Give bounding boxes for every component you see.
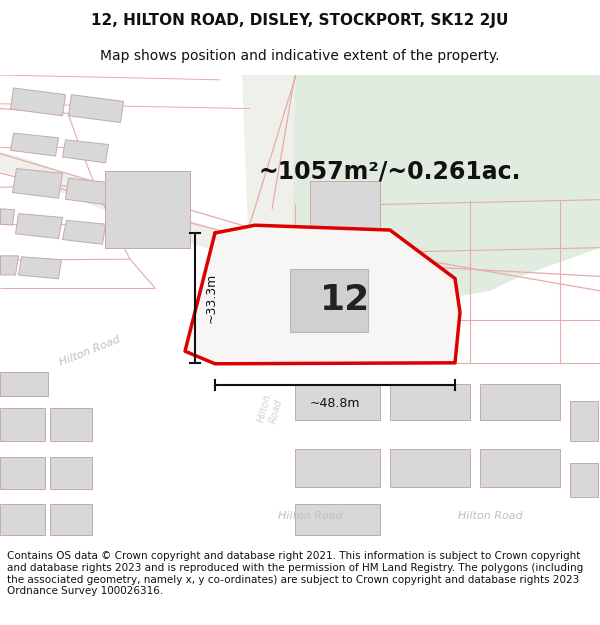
Text: ~33.3m: ~33.3m <box>205 272 218 323</box>
Text: Hilton Road: Hilton Road <box>58 334 122 368</box>
Text: ~48.8m: ~48.8m <box>310 397 360 409</box>
Text: Map shows position and indicative extent of the property.: Map shows position and indicative extent… <box>100 49 500 63</box>
Text: Hilton
Road: Hilton Road <box>256 392 284 426</box>
Text: Hilton Road: Hilton Road <box>458 511 523 521</box>
Text: 12: 12 <box>320 283 370 318</box>
Text: ~1057m²/~0.261ac.: ~1057m²/~0.261ac. <box>259 160 521 184</box>
Text: 12, HILTON ROAD, DISLEY, STOCKPORT, SK12 2JU: 12, HILTON ROAD, DISLEY, STOCKPORT, SK12… <box>91 14 509 29</box>
Text: Contains OS data © Crown copyright and database right 2021. This information is : Contains OS data © Crown copyright and d… <box>7 551 583 596</box>
Text: Hilton Road: Hilton Road <box>278 511 343 521</box>
